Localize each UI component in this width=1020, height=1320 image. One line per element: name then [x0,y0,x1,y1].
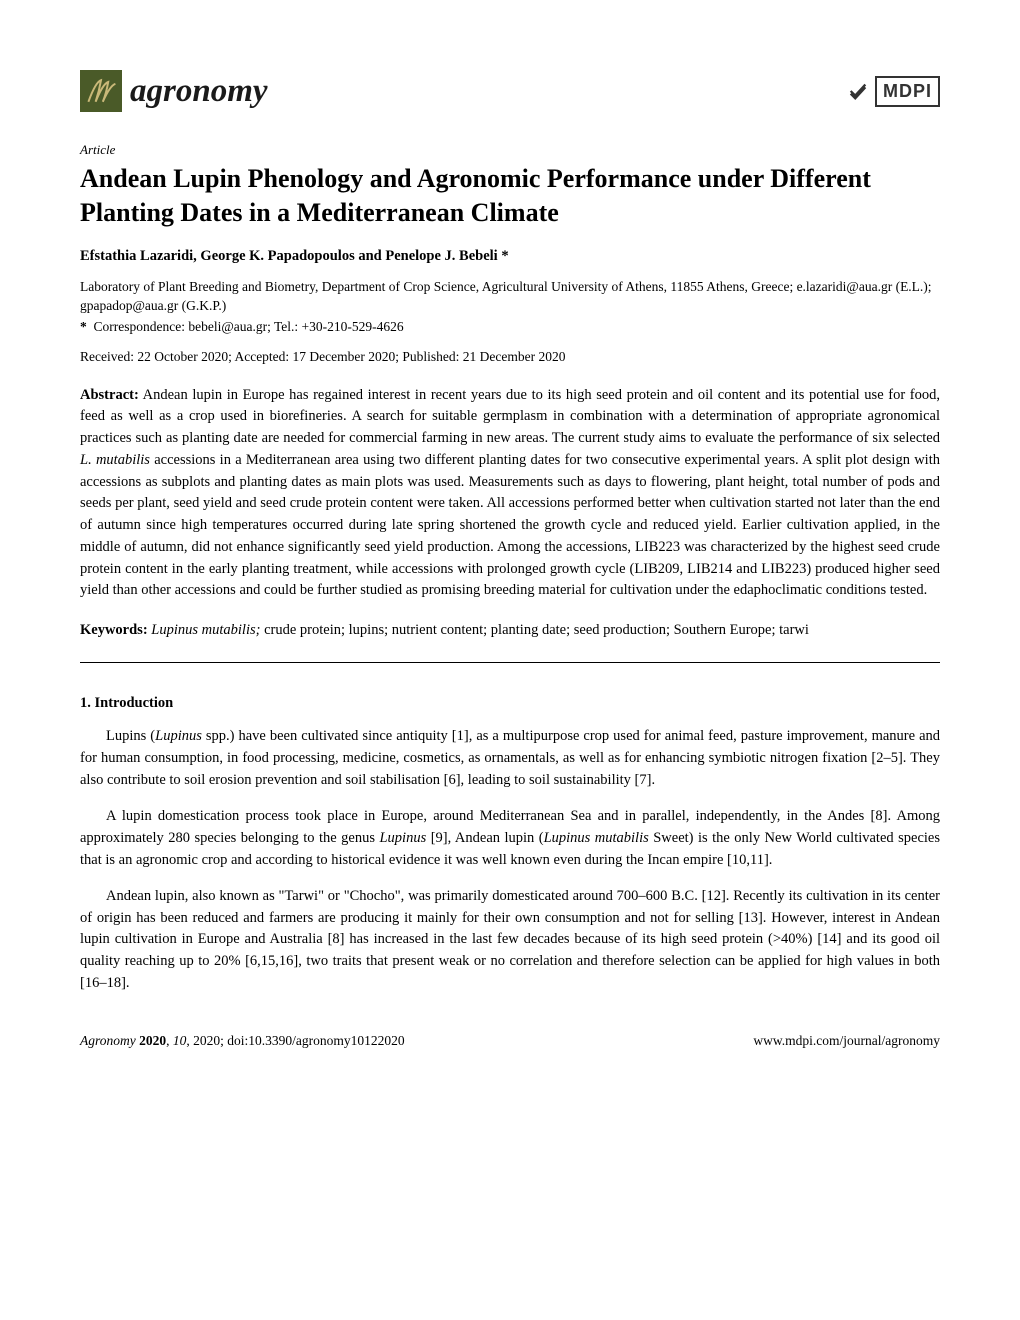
footer-left: Agronomy 2020, 10, 2020; doi:10.3390/agr… [80,1033,405,1049]
keywords: Keywords: Lupinus mutabilis; crude prote… [80,620,940,642]
p2-i2: Lupinus mutabilis [544,830,649,846]
intro-para-2: A lupin domestication process took place… [80,806,940,871]
footer-journal: Agronomy [80,1033,136,1048]
separator-rule [80,662,940,663]
journal-logo: agronomy [80,70,268,112]
journal-logo-icon [80,70,122,112]
intro-para-1: Lupins (Lupinus spp.) have been cultivat… [80,726,940,791]
keywords-italic: Lupinus mutabilis; [151,622,260,638]
keywords-rest: crude protein; lupins; nutrient content;… [260,622,808,638]
section-heading: 1. Introduction [80,695,940,712]
mdpi-logo-text: MDPI [875,76,940,107]
p2-i1: Lupinus [379,830,426,846]
footer-url: www.mdpi.com/journal/agronomy [753,1033,940,1049]
footer-year: 2020 [139,1033,166,1048]
abstract: Abstract: Andean lupin in Europe has reg… [80,385,940,603]
keywords-label: Keywords: [80,622,148,638]
p1-i1: Lupinus [155,728,202,744]
abstract-text-post: accessions in a Mediterranean area using… [80,452,940,599]
p1-b: spp.) have been cultivated since antiqui… [80,728,940,788]
footer-volume: 10 [173,1033,187,1048]
correspondence-text: Correspondence: bebeli@aua.gr; Tel.: +30… [94,319,404,334]
authors: Efstathia Lazaridi, George K. Papadopoul… [80,248,940,265]
footer-doi: doi:10.3390/agronomy10122020 [227,1033,404,1048]
intro-para-3: Andean lupin, also known as "Tarwi" or "… [80,886,940,995]
header-row: agronomy MDPI [80,70,940,112]
journal-name: agronomy [130,73,268,110]
footer: Agronomy 2020, 10, 2020; doi:10.3390/agr… [80,1033,940,1049]
article-type: Article [80,142,940,158]
p1-a: Lupins ( [106,728,155,744]
footer-page: 2020 [193,1033,220,1048]
affiliation: Laboratory of Plant Breeding and Biometr… [80,277,940,316]
abstract-text-pre: Andean lupin in Europe has regained inte… [80,387,940,447]
abstract-label: Abstract: [80,387,139,403]
publisher-logo: MDPI [847,76,940,107]
article-title: Andean Lupin Phenology and Agronomic Per… [80,162,940,230]
abstract-italic: L. mutabilis [80,452,150,468]
correspondence-star: * [80,319,87,334]
p2-b: [9], Andean lupin ( [426,830,543,846]
correspondence: * Correspondence: bebeli@aua.gr; Tel.: +… [80,319,940,335]
dates: Received: 22 October 2020; Accepted: 17 … [80,349,940,365]
check-icon [847,80,869,102]
